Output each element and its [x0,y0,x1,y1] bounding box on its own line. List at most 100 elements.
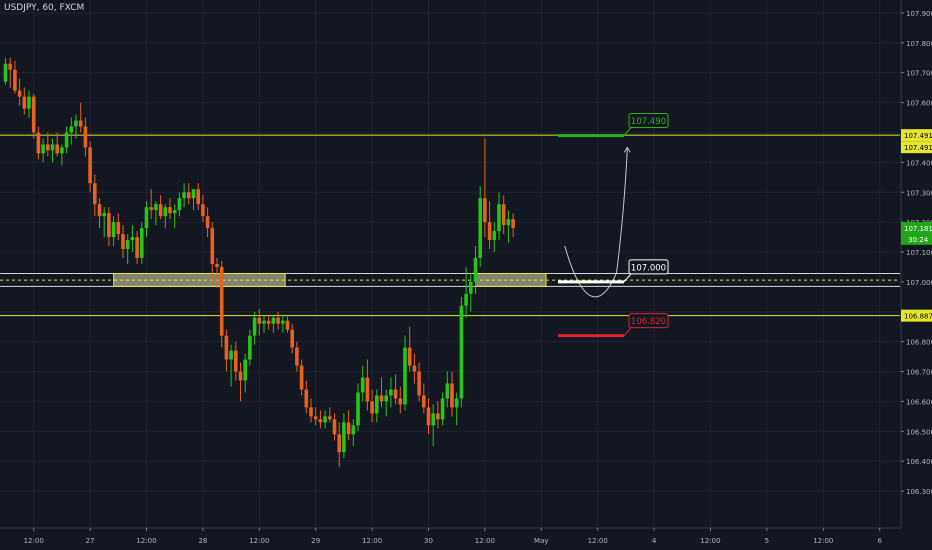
candle-body [130,237,135,241]
candle-body [154,204,158,211]
candle [252,311,257,345]
price-tick-label: 106.800 [906,339,932,347]
candle-body [144,207,149,229]
candle [168,198,172,220]
time-axis-bg [0,528,901,550]
candle-body [445,383,450,399]
green-target-label: 107.490 [631,117,666,127]
candle [83,117,88,157]
candle [290,323,294,354]
candle-body [187,192,191,199]
candle [187,183,191,205]
time-tick-label: 4 [652,537,657,545]
price-tick-label: 107.000 [906,279,932,287]
candlestick-series [3,57,515,468]
candle-body [417,371,421,396]
candle-body [365,377,370,402]
candle [182,183,186,208]
candle-body [234,350,238,372]
candle-body [487,222,492,241]
candle [248,329,252,366]
candle-body [168,207,172,214]
red-target[interactable]: 106.820 [558,313,669,338]
candle-body [281,320,285,324]
candle [506,210,511,244]
candle-body [492,231,497,241]
candle-body [285,320,290,330]
candle-body [41,144,45,154]
candle-body [412,365,417,372]
candle-body [323,416,327,423]
candle-body [313,416,318,420]
candle-body [17,90,22,97]
candle-body [332,419,337,435]
price-axis[interactable]: 107.900107.800107.700107.600107.500107.4… [900,0,932,550]
candle [403,335,407,411]
candle [210,222,215,282]
time-tick-label: 12:00 [136,537,156,545]
candle-body [196,189,200,205]
candle [281,314,285,333]
candle-body [266,320,271,324]
candle-body [473,257,478,282]
price-tick-label: 107.100 [906,249,932,257]
candle [318,410,323,429]
candle [69,117,74,145]
candle-body [50,144,55,151]
candle [271,314,276,333]
candle-body [393,389,398,399]
candle-body [74,120,78,127]
candle-body [370,401,374,414]
candle [313,407,318,426]
support-zones[interactable] [0,273,900,287]
candle-body [229,350,233,360]
candle-body [318,419,323,423]
candle [379,377,384,408]
candle [3,57,8,85]
candle-body [172,210,177,214]
candle-body [121,234,125,250]
candle-body [3,63,8,82]
time-tick-label: 12:00 [475,537,495,545]
candle-body [64,132,69,148]
candle-body [389,389,393,396]
candle [337,422,341,468]
zone-box[interactable] [475,273,547,287]
candle [224,329,229,372]
candle-body [295,347,299,366]
zone-box[interactable] [113,273,286,287]
candle-body [422,395,426,408]
candle-body [379,395,384,402]
white-target[interactable]: 107.000 [558,259,669,284]
symbol-label: USDJPY, 60, FXCM [4,3,85,13]
green-target-label-box[interactable] [628,112,669,128]
candle [88,141,92,193]
target-annotations[interactable]: 107.490 107.000 106.820 [558,112,669,338]
candle [163,204,168,229]
time-axis[interactable]: 12:00 27 12:00 28 12:00 29 12:00 30 12:00 May 12:0… [0,527,901,550]
candle-body [454,398,459,408]
candle-body [111,222,116,238]
price-tick-label: 106.400 [906,458,932,466]
horizontal-levels[interactable] [0,134,900,317]
projection-arrow-head [623,146,631,153]
candle-body [342,422,346,453]
red-target-label-box[interactable] [628,313,669,329]
candle [121,225,125,258]
candle-body [210,228,215,264]
white-target-label-box[interactable] [628,259,669,275]
candle-body [464,293,468,306]
time-tick-label: 12:00 [700,537,720,545]
candle [459,296,464,408]
time-tick-label: 12:00 [588,537,608,545]
candle [295,341,299,372]
candle [497,192,501,241]
white-target-connector [623,272,633,283]
candle-body [83,126,88,148]
price-tick-label: 106.500 [906,428,932,436]
green-target[interactable]: 107.490 [558,112,669,137]
candle-body [440,398,445,420]
candle [454,392,459,426]
candle [140,222,144,264]
